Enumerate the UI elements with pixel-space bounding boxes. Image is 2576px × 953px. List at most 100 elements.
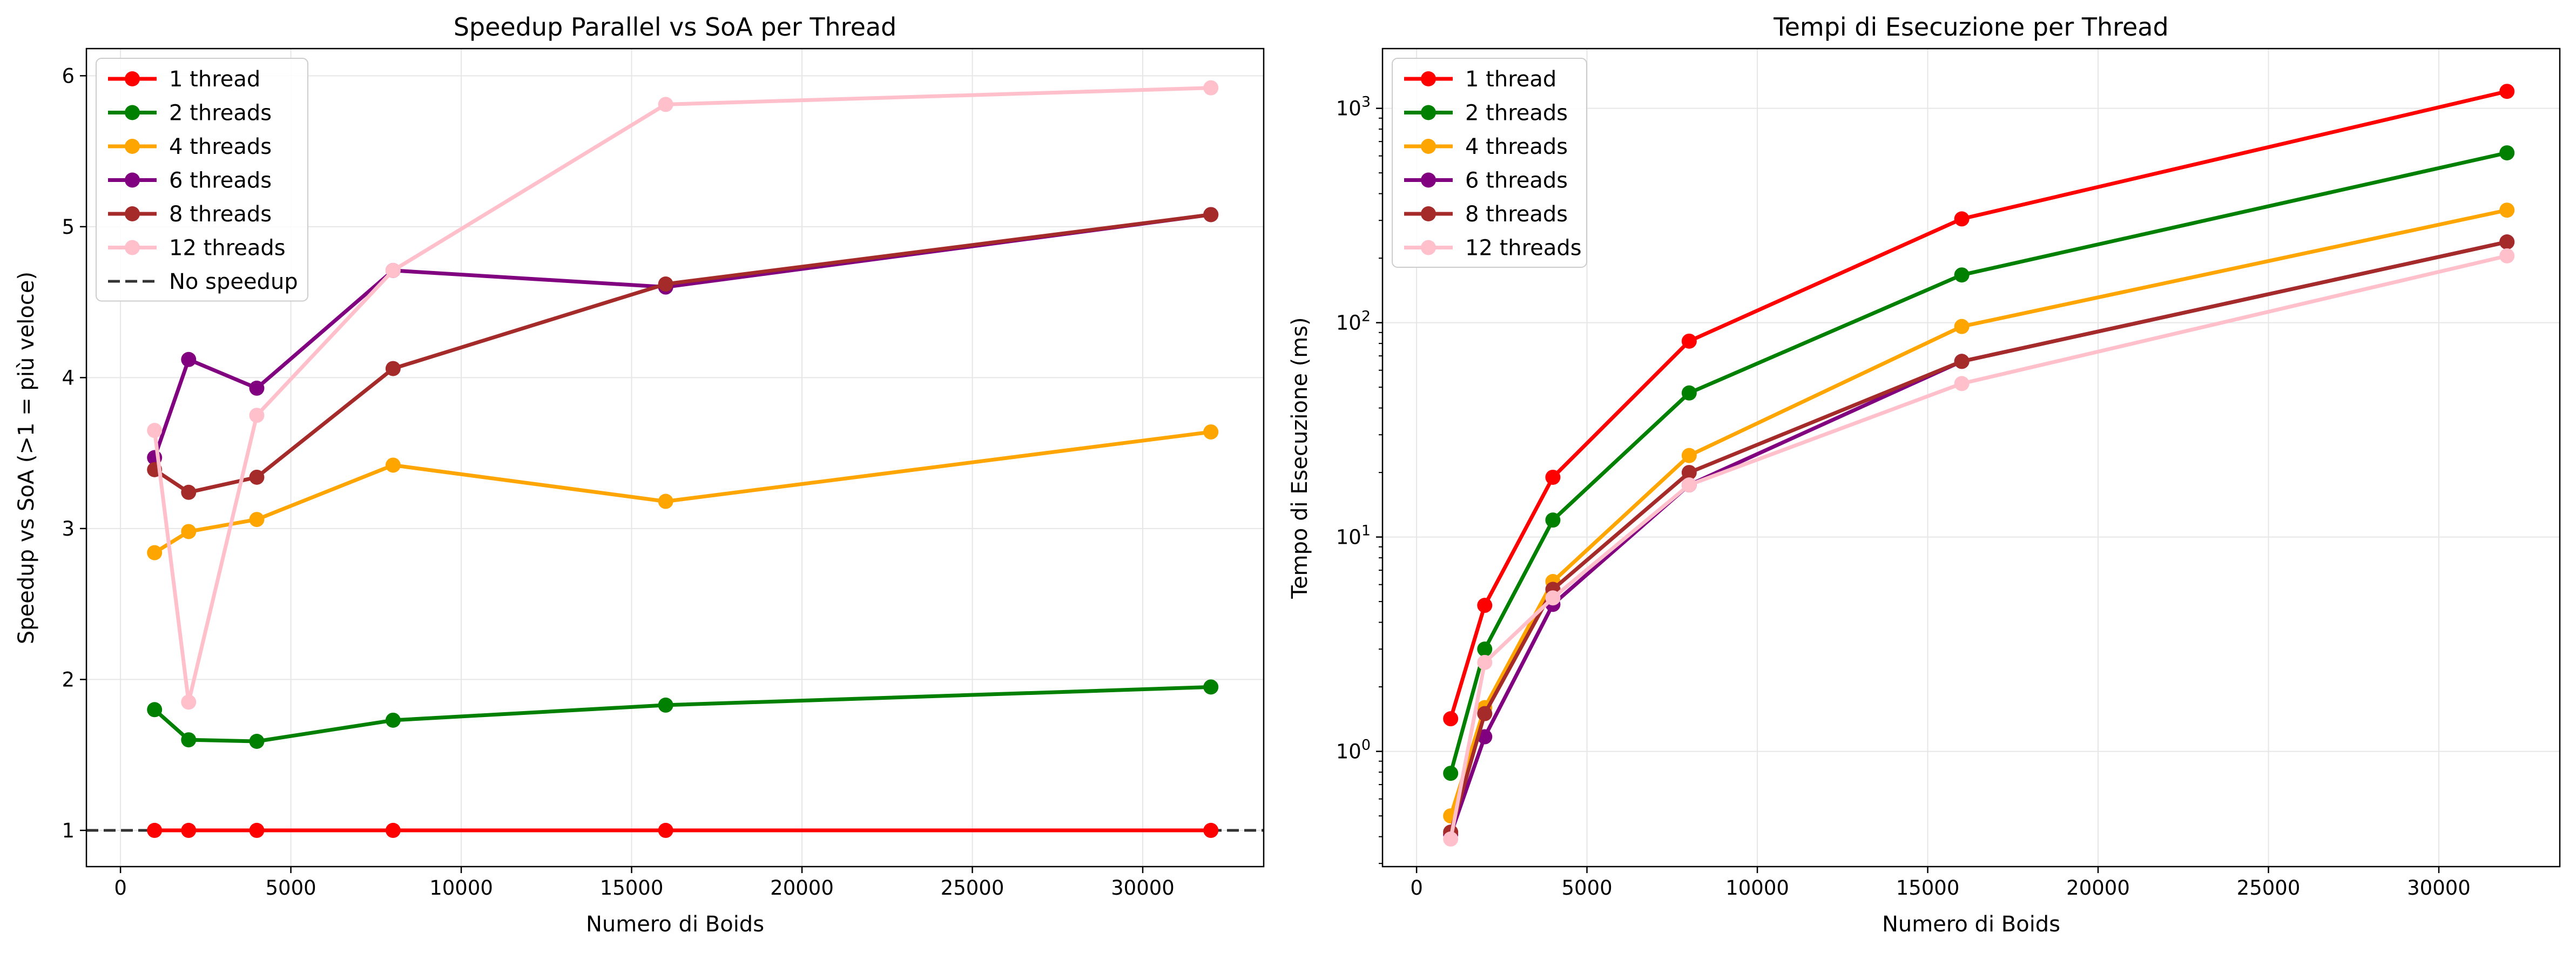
- speedup-series-line-2-threads: [153, 685, 1211, 744]
- speedup-legend-label: 8 threads: [169, 202, 272, 227]
- speedup-point-12-threads: [385, 262, 401, 278]
- speedup-point-1-thread: [1203, 822, 1219, 838]
- speedup-point-8-threads: [249, 469, 265, 485]
- speedup-x-tick-label: 25000: [941, 876, 1004, 900]
- speedup-point-12-threads: [658, 97, 673, 112]
- time-point-4-threads: [1681, 448, 1697, 463]
- time-x-tick-label: 25000: [2237, 876, 2301, 900]
- time-point-2-threads: [1477, 641, 1493, 657]
- time-point-12-threads: [1477, 654, 1493, 670]
- time-point-2-threads: [1681, 385, 1697, 401]
- speedup-point-1-thread: [249, 822, 265, 838]
- time-point-1-thread: [1681, 333, 1697, 349]
- speedup-point-12-threads: [147, 423, 163, 438]
- speedup-point-12-threads: [1203, 80, 1219, 96]
- time-legend-marker: [1421, 172, 1436, 188]
- time-plot-frame: [1381, 48, 2561, 868]
- time-legend-marker: [1421, 206, 1436, 221]
- speedup-y-tick-label: 4: [62, 366, 75, 389]
- time-y-tick-label: 101: [1336, 523, 1371, 549]
- time-y-tick-label: 103: [1336, 94, 1371, 120]
- speedup-chart: 0 5000 10000 15000 20000 25000 30000 1 2 3 4 5 6 Spe…: [14, 12, 1265, 937]
- time-point-1-thread: [1477, 598, 1493, 613]
- speedup-legend-marker: [125, 206, 140, 221]
- speedup-y-tick-label: 5: [62, 215, 75, 239]
- time-point-8-threads: [1477, 706, 1493, 721]
- time-x-tick-label: 15000: [1896, 876, 1960, 900]
- speedup-point-12-threads: [181, 694, 197, 710]
- speedup-legend-marker: [125, 139, 140, 154]
- time-point-12-threads: [2499, 248, 2515, 263]
- time-point-8-threads: [1681, 465, 1697, 481]
- speedup-point-2-threads: [181, 732, 197, 748]
- time-series-line-12-threads: [1448, 254, 2507, 840]
- time-x-tick-label: 5000: [1561, 876, 1612, 900]
- time-series-line-1-thread: [1448, 89, 2507, 720]
- speedup-series-line-12-threads: [152, 86, 1211, 704]
- speedup-series: [147, 80, 1219, 838]
- time-legend-label: 6 threads: [1465, 168, 1568, 193]
- speedup-point-4-threads: [249, 512, 265, 528]
- speedup-point-2-threads: [658, 697, 673, 713]
- speedup-legend-marker: [125, 240, 140, 255]
- speedup-point-8-threads: [658, 276, 673, 292]
- time-legend-label: 4 threads: [1465, 134, 1568, 159]
- speedup-y-axis-label: Speedup vs SoA (>1 = più veloce): [14, 272, 39, 644]
- speedup-point-4-threads: [385, 457, 401, 473]
- speedup-y-tick-label: 1: [62, 819, 75, 842]
- time-point-1-thread: [1545, 469, 1561, 485]
- time-legend-label: 8 threads: [1465, 202, 1568, 227]
- speedup-point-1-thread: [181, 822, 197, 838]
- speedup-legend-marker: [125, 71, 140, 86]
- time-point-1-thread: [1954, 211, 1970, 227]
- time-point-2-threads: [2499, 145, 2515, 161]
- time-y-tick-label: 100: [1336, 737, 1371, 763]
- speedup-point-1-thread: [658, 822, 673, 838]
- speedup-x-tick-label: 30000: [1111, 876, 1175, 900]
- time-legend-marker: [1421, 240, 1436, 255]
- speedup-x-tick-label: 15000: [600, 876, 664, 900]
- speedup-x-tick-label: 10000: [429, 876, 493, 900]
- speedup-point-2-threads: [385, 712, 401, 728]
- speedup-ticks: 0 5000 10000 15000 20000 25000 30000 1 2 3 4 5 6: [62, 64, 1174, 900]
- speedup-legend-box: [96, 58, 308, 302]
- time-ticks: 0 5000 10000 15000 20000 25000 30000 100 101 102 1…: [1336, 94, 2471, 900]
- time-point-4-threads: [1954, 319, 1970, 334]
- speedup-legend-label: No speedup: [169, 269, 298, 294]
- time-series-line-8-threads: [1448, 240, 2507, 833]
- time-chart-title: Tempi di Esecuzione per Thread: [1773, 12, 2168, 42]
- time-legend-label: 1 thread: [1465, 67, 1556, 92]
- speedup-legend-marker: [125, 172, 140, 188]
- time-x-tick-label: 10000: [1725, 876, 1789, 900]
- speedup-legend-label: 2 threads: [169, 101, 272, 126]
- time-point-2-threads: [1443, 766, 1459, 781]
- time-legend-marker: [1421, 139, 1436, 154]
- time-series-line-2-threads: [1448, 151, 2507, 774]
- speedup-point-8-threads: [181, 484, 197, 500]
- time-point-12-threads: [1681, 477, 1697, 493]
- speedup-legend-marker: [125, 105, 140, 120]
- execution-time-chart: 0 5000 10000 15000 20000 25000 30000 100 101 102 1…: [1287, 12, 2561, 937]
- time-series-line-4-threads: [1448, 208, 2507, 817]
- speedup-point-2-threads: [249, 733, 265, 749]
- time-x-axis-label: Numero di Boids: [1882, 912, 2060, 937]
- speedup-point-6-threads: [249, 380, 265, 396]
- speedup-chart-title: Speedup Parallel vs SoA per Thread: [454, 12, 897, 42]
- speedup-y-tick-label: 6: [62, 64, 75, 87]
- speedup-x-tick-label: 0: [114, 876, 127, 900]
- speedup-point-4-threads: [147, 545, 163, 560]
- speedup-point-2-threads: [1203, 679, 1219, 695]
- time-point-2-threads: [1954, 267, 1970, 283]
- time-point-8-threads: [1954, 354, 1970, 369]
- time-x-tick-label: 0: [1410, 876, 1423, 900]
- time-point-1-thread: [2499, 84, 2515, 99]
- speedup-y-tick-label: 3: [62, 517, 75, 540]
- time-y-axis-label: Tempo di Esecuzione (ms): [1287, 317, 1312, 599]
- time-point-12-threads: [1954, 376, 1970, 391]
- time-legend-label: 12 threads: [1465, 236, 1582, 261]
- speedup-x-tick-label: 5000: [265, 876, 316, 900]
- time-legend: 1 thread 2 threads 4 threads 6 threads 8 thr…: [1392, 58, 1587, 268]
- speedup-y-tick-label: 2: [62, 668, 75, 691]
